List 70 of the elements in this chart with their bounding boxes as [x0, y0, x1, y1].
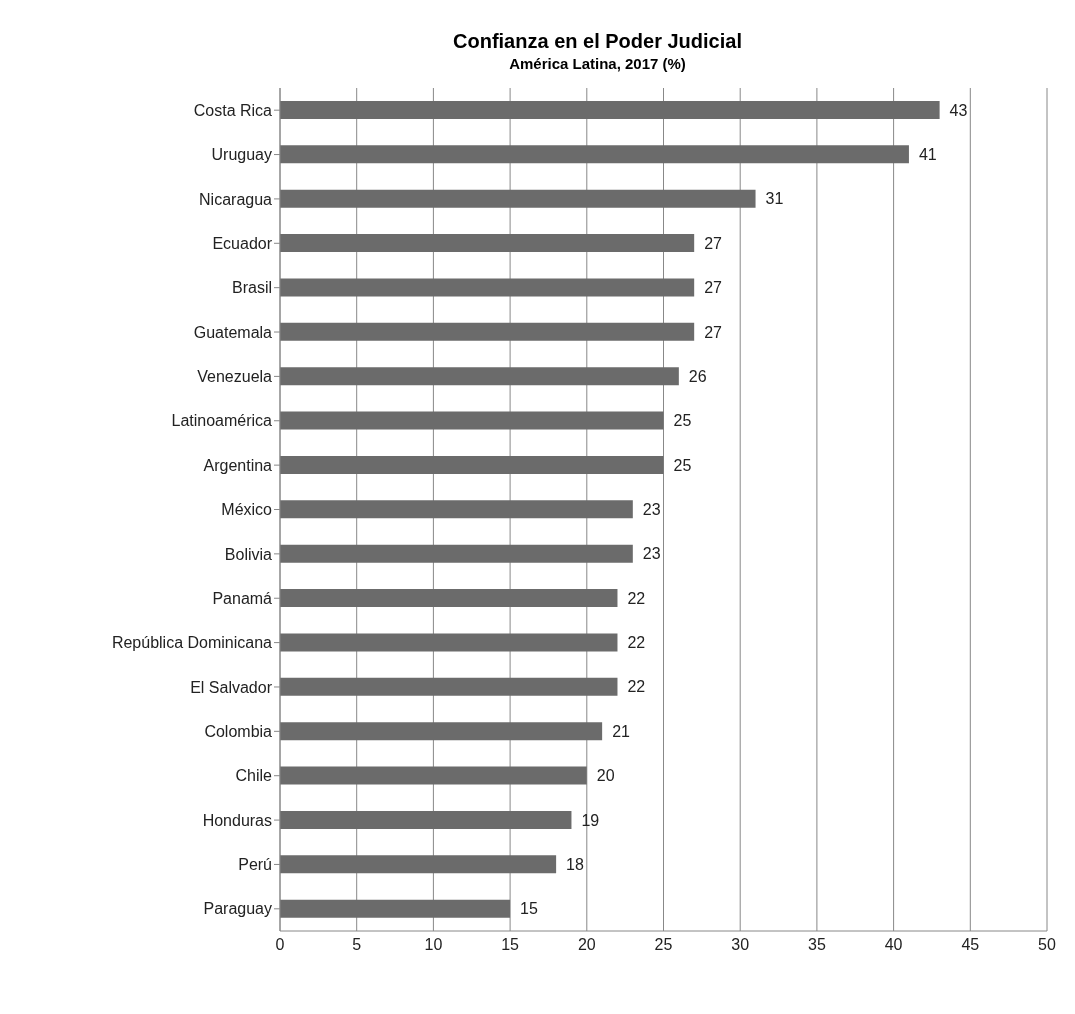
data-label: 22 [627, 678, 646, 696]
y-tick-label: Uruguay [211, 146, 272, 164]
bar [280, 234, 695, 253]
bar [280, 189, 756, 208]
y-tick-label: Latinoamérica [171, 412, 273, 430]
data-label: 27 [704, 234, 723, 252]
bar [280, 722, 603, 741]
bar [280, 322, 695, 341]
x-tick-label: 45 [961, 936, 980, 954]
y-tick-label: Guatemala [193, 323, 273, 341]
y-tick-label: Argentina [203, 456, 273, 474]
bar [280, 367, 679, 386]
y-tick-label: Chile [235, 767, 273, 785]
bar [280, 677, 618, 696]
y-tick-label: Perú [238, 856, 272, 874]
bar [280, 899, 511, 918]
bar [280, 544, 633, 563]
y-tick-label: Panamá [212, 589, 273, 607]
data-label: 26 [688, 367, 707, 385]
data-label: 23 [642, 545, 661, 563]
data-label: 15 [520, 900, 538, 918]
data-label: 22 [627, 589, 646, 607]
x-tick-label: 40 [884, 936, 903, 954]
y-tick-label: Honduras [202, 811, 272, 829]
data-label: 27 [704, 323, 723, 341]
chart-subtitle: América Latina, 2017 (%) [508, 55, 687, 72]
y-tick-label: República Dominicana [111, 634, 273, 652]
data-label: 19 [581, 811, 600, 829]
y-tick-label: Paraguay [203, 900, 272, 918]
x-tick-label: 20 [577, 936, 596, 954]
bar [280, 278, 695, 297]
data-label: 23 [642, 501, 661, 518]
y-tick-label: Costa Rica [193, 101, 273, 119]
y-tick-label: Colombia [204, 723, 273, 741]
data-label: 25 [673, 456, 692, 474]
bar [280, 101, 940, 119]
bar [280, 855, 557, 874]
bar [280, 810, 572, 829]
x-tick-label: 0 [275, 936, 285, 954]
data-label: 18 [566, 855, 585, 873]
y-tick-label: El Salvador [190, 678, 273, 696]
data-label: 31 [765, 190, 784, 208]
y-tick-label: Bolivia [224, 545, 273, 563]
bar [280, 145, 909, 164]
data-label: 21 [612, 722, 631, 740]
data-label: 20 [596, 767, 615, 785]
data-label: 27 [704, 279, 723, 297]
x-tick-label: 5 [352, 936, 362, 954]
x-tick-label: 35 [808, 936, 826, 954]
data-label: 22 [627, 634, 646, 652]
x-tick-label: 15 [501, 936, 520, 954]
y-tick-label: México [221, 501, 273, 519]
bar [280, 589, 618, 608]
bar [280, 633, 618, 652]
x-tick-label: 25 [654, 936, 673, 954]
y-tick-label: Venezuela [197, 368, 273, 386]
chart-title: Confianza en el Poder Judicial [452, 29, 743, 53]
data-label: 43 [949, 101, 968, 119]
data-label: 25 [673, 412, 692, 430]
bar [280, 766, 587, 785]
y-tick-label: Nicaragua [199, 190, 273, 208]
data-label: 41 [918, 146, 937, 164]
bar [280, 455, 664, 474]
x-tick-label: 30 [731, 936, 750, 954]
x-tick-label: 10 [424, 936, 443, 954]
x-tick-label: 50 [1038, 936, 1056, 954]
y-tick-label: Brasil [231, 279, 272, 297]
y-tick-label: Ecuador [212, 234, 273, 252]
bar [280, 411, 664, 430]
bar [280, 500, 633, 519]
